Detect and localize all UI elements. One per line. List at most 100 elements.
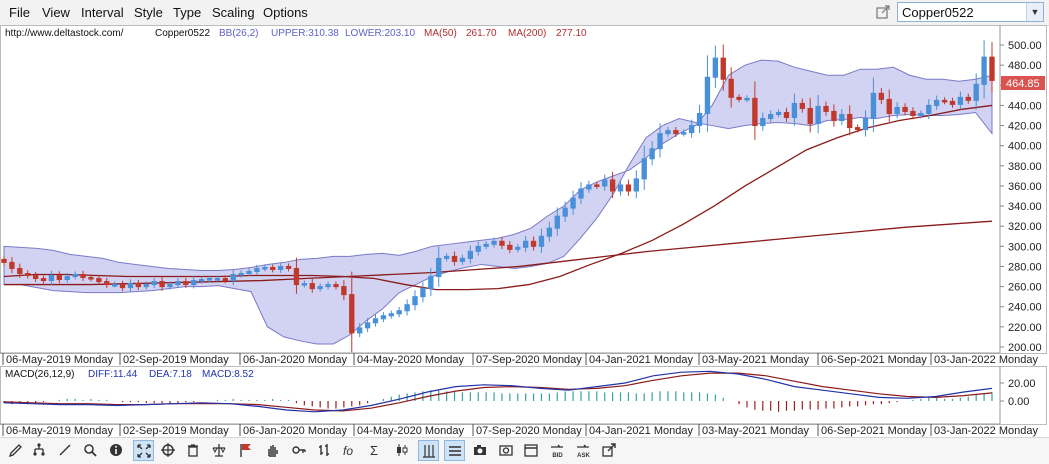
- zoom-button[interactable]: [80, 440, 101, 461]
- menu-interval[interactable]: Interval: [81, 5, 124, 20]
- symbol-select[interactable]: Copper0522 ▼: [897, 2, 1044, 22]
- hline-button[interactable]: [470, 440, 491, 461]
- function-button[interactable]: fo: [340, 440, 361, 461]
- date-axis-price: 06-May-2019 Monday 02-Sep-2019 Monday 06-J…: [0, 352, 1038, 366]
- menu-file[interactable]: File: [9, 5, 30, 20]
- pencil-icon: [8, 444, 22, 457]
- bar-button[interactable]: [314, 440, 335, 461]
- flag-icon: [240, 444, 251, 457]
- info-button[interactable]: [106, 440, 127, 461]
- candle: [870, 77, 877, 132]
- candle: [483, 241, 489, 250]
- candle-button[interactable]: [392, 440, 413, 461]
- candle: [973, 73, 979, 110]
- candle: [309, 278, 315, 293]
- candle: [111, 281, 118, 288]
- candle: [254, 264, 260, 275]
- line-button[interactable]: [55, 440, 76, 461]
- candle: [175, 277, 181, 288]
- zoom-icon: [84, 444, 97, 457]
- menu-options[interactable]: Options: [263, 5, 308, 20]
- date-tick-label: 02-Sep-2019 Monday: [123, 354, 229, 366]
- menu-view[interactable]: View: [42, 5, 70, 20]
- last-price-badge: [1001, 76, 1045, 90]
- candle: [886, 89, 892, 122]
- candle: [222, 275, 228, 284]
- candle: [522, 235, 529, 253]
- candle: [625, 179, 632, 196]
- bid-icon: [551, 444, 563, 448]
- candle: [775, 109, 782, 118]
- grid-icon: [449, 446, 461, 456]
- line-chart-button[interactable]: [418, 440, 439, 461]
- export-button[interactable]: [599, 440, 620, 461]
- crosshair-button[interactable]: [158, 440, 179, 461]
- balance-button[interactable]: [209, 440, 230, 461]
- header-symbol: Copper0522: [155, 28, 210, 39]
- tree-button[interactable]: [29, 440, 50, 461]
- candle: [357, 323, 363, 338]
- svg-text:fo: fo: [343, 444, 353, 457]
- flag-button[interactable]: [236, 440, 257, 461]
- candle: [48, 270, 55, 285]
- bid-button[interactable]: BID: [547, 440, 568, 461]
- pencil-button[interactable]: [5, 440, 26, 461]
- grid-button[interactable]: [444, 440, 465, 461]
- menu-type[interactable]: Type: [173, 5, 202, 20]
- candle: [949, 97, 956, 108]
- candle: [744, 95, 750, 103]
- trash-button[interactable]: [183, 440, 204, 461]
- date-tick-label: 06-Jan-2020 Monday: [243, 425, 347, 437]
- menu-scaling[interactable]: Scaling: [212, 5, 255, 20]
- calendar-button[interactable]: [521, 440, 542, 461]
- candle: [25, 270, 31, 279]
- line-chart-icon: [423, 445, 435, 458]
- key-icon: [292, 446, 306, 454]
- candle: [799, 98, 805, 113]
- candle: [9, 257, 15, 274]
- fit-button[interactable]: [133, 440, 154, 461]
- menu-style[interactable]: Style: [134, 5, 163, 20]
- candle: [688, 119, 695, 138]
- hand-button[interactable]: [262, 440, 283, 461]
- candle: [127, 279, 134, 292]
- candle: [941, 97, 948, 105]
- balance-icon: [212, 444, 226, 457]
- header-ma200-label: MA(200): [508, 28, 546, 39]
- candle: [847, 105, 853, 136]
- date-tick-label: 02-Sep-2019 Monday: [123, 425, 229, 437]
- price-tick-label: 220.00: [1008, 322, 1042, 334]
- camera-button[interactable]: [496, 440, 517, 461]
- candle: [317, 283, 323, 292]
- price-tick-label: 420.00: [1008, 121, 1042, 133]
- toolbar: fo Σ BID ASK: [0, 437, 1049, 464]
- candle: [270, 264, 276, 273]
- candle: [530, 236, 537, 251]
- chart-area[interactable]: 200.00 220.00 240.00 260.00 280.00 300.00 320.…: [0, 25, 1049, 437]
- candle: [862, 110, 869, 137]
- popout-icon[interactable]: [876, 5, 890, 19]
- candle: [1, 255, 7, 266]
- date-tick-label: 03-Jan-2022 Monday: [934, 425, 1038, 437]
- candle: [191, 276, 197, 289]
- info-icon: [110, 444, 122, 456]
- candle: [918, 110, 924, 119]
- candle: [989, 42, 995, 93]
- header-source: http://www.deltastock.com/: [5, 28, 124, 39]
- candle: [546, 221, 553, 242]
- candle: [673, 126, 679, 137]
- candle: [436, 246, 442, 287]
- price-panel: 200.00 220.00 240.00 260.00 280.00 300.00 320.…: [0, 25, 1047, 354]
- candle: [396, 307, 402, 318]
- crosshair-icon: [161, 443, 175, 457]
- key-button[interactable]: [289, 440, 310, 461]
- sigma-button[interactable]: Σ: [366, 440, 387, 461]
- header-lower: LOWER:203.10: [345, 28, 415, 39]
- chevron-down-icon[interactable]: ▼: [1026, 3, 1043, 21]
- ask-button[interactable]: ASK: [573, 440, 594, 461]
- candle: [696, 104, 703, 134]
- header-upper: UPPER:310.38: [271, 28, 339, 39]
- macd-panel: 20.00 0.00 MACD(26,12,9) DIFF:11.44 DEA:7…: [0, 366, 1047, 425]
- price-tick-label: 260.00: [1008, 282, 1042, 294]
- candle: [214, 275, 221, 282]
